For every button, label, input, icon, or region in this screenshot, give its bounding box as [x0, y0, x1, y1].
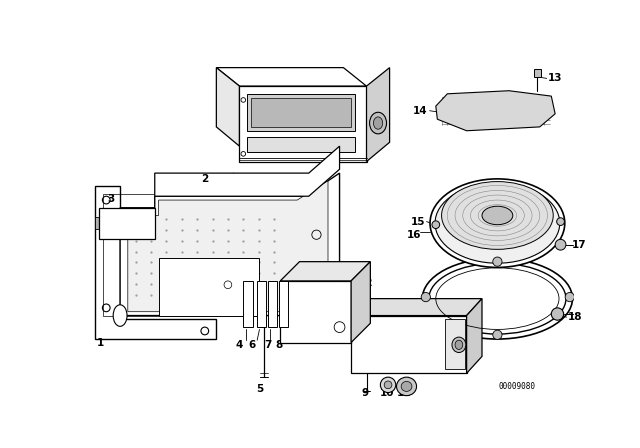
Text: 11: 11	[397, 388, 412, 397]
Ellipse shape	[429, 263, 566, 334]
Polygon shape	[128, 181, 328, 312]
Ellipse shape	[113, 305, 127, 326]
Circle shape	[432, 221, 440, 228]
Circle shape	[421, 293, 431, 302]
Polygon shape	[467, 299, 482, 373]
Polygon shape	[95, 217, 99, 229]
Ellipse shape	[435, 183, 560, 263]
Ellipse shape	[373, 117, 383, 129]
Polygon shape	[257, 281, 266, 327]
Text: 17: 17	[572, 240, 586, 250]
Circle shape	[493, 330, 502, 340]
Polygon shape	[159, 258, 259, 315]
Polygon shape	[268, 281, 277, 327]
Ellipse shape	[369, 112, 387, 134]
Polygon shape	[95, 186, 216, 339]
Polygon shape	[436, 90, 555, 131]
Text: 6: 6	[248, 340, 255, 350]
Polygon shape	[280, 281, 351, 343]
Polygon shape	[247, 137, 355, 152]
Polygon shape	[120, 173, 340, 315]
Ellipse shape	[442, 181, 553, 250]
Polygon shape	[243, 281, 253, 327]
Circle shape	[384, 381, 392, 389]
Polygon shape	[351, 315, 467, 373]
Polygon shape	[445, 319, 465, 370]
Ellipse shape	[455, 340, 463, 349]
Ellipse shape	[397, 377, 417, 396]
Polygon shape	[155, 146, 340, 196]
Text: 4: 4	[236, 340, 243, 350]
Text: 1: 1	[97, 337, 104, 348]
Text: 13: 13	[548, 73, 563, 83]
Text: 8: 8	[276, 340, 283, 350]
Ellipse shape	[401, 381, 412, 392]
Bar	[534, 69, 541, 77]
Polygon shape	[99, 208, 155, 238]
Polygon shape	[367, 68, 390, 162]
Polygon shape	[351, 299, 482, 315]
Text: 14: 14	[413, 106, 428, 116]
Text: 5: 5	[257, 383, 264, 394]
Circle shape	[493, 257, 502, 266]
Polygon shape	[239, 86, 367, 162]
Polygon shape	[247, 94, 355, 131]
Text: 7: 7	[264, 340, 271, 350]
Ellipse shape	[430, 179, 564, 267]
Circle shape	[551, 308, 564, 320]
Polygon shape	[251, 98, 351, 127]
Bar	[148, 214, 151, 233]
Text: 10: 10	[380, 388, 394, 397]
Polygon shape	[279, 281, 288, 327]
Text: 3: 3	[107, 194, 115, 203]
Circle shape	[557, 218, 564, 225]
Polygon shape	[216, 68, 367, 86]
Polygon shape	[351, 262, 371, 343]
Bar	[148, 214, 151, 233]
Circle shape	[565, 293, 575, 302]
Ellipse shape	[422, 258, 572, 339]
Text: 12: 12	[359, 278, 373, 288]
Text: 2: 2	[201, 173, 208, 184]
Polygon shape	[216, 68, 239, 146]
Polygon shape	[280, 262, 371, 281]
Ellipse shape	[452, 337, 466, 353]
Bar	[148, 214, 151, 233]
Text: 18: 18	[568, 312, 583, 322]
Text: 00009080: 00009080	[498, 382, 535, 391]
Text: 9: 9	[362, 388, 369, 397]
Text: 16: 16	[406, 230, 421, 241]
Bar	[148, 214, 151, 233]
Ellipse shape	[482, 206, 513, 225]
Circle shape	[380, 377, 396, 392]
Circle shape	[555, 239, 566, 250]
Text: 15: 15	[411, 217, 426, 227]
